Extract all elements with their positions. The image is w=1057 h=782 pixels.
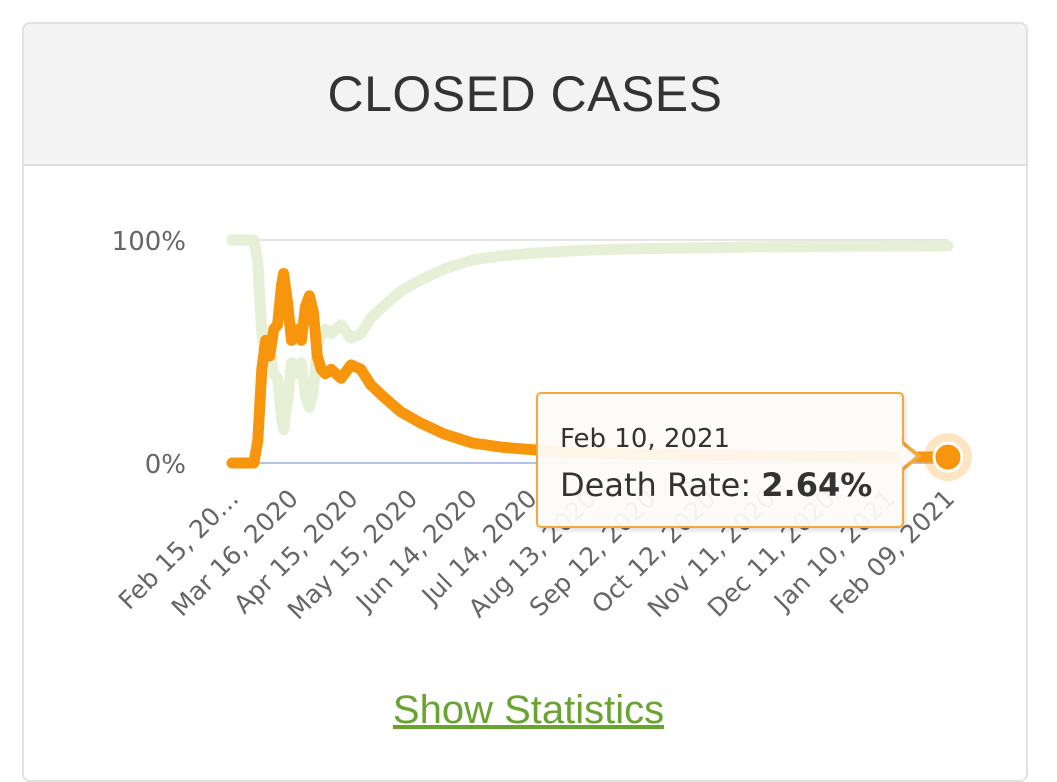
card-header: CLOSED CASES — [24, 24, 1026, 166]
tooltip-series-label: Death Rate — [560, 466, 741, 504]
tooltip-line: Death Rate: 2.64% — [560, 466, 873, 504]
tooltip-value: 2.64% — [761, 466, 873, 504]
recovery-rate-line — [226, 234, 954, 436]
tooltip-date: Feb 10, 2021 — [560, 424, 731, 454]
tooltip-arrow-inner — [900, 443, 916, 469]
chart-tooltip: Feb 10, 2021 Death Rate: 2.64% — [536, 392, 904, 528]
y-tick-label: 100% — [112, 227, 186, 257]
card-title: CLOSED CASES — [327, 66, 723, 122]
y-tick-label: 0% — [145, 450, 186, 480]
highlight-point — [932, 441, 964, 473]
show-statistics-link[interactable]: Show Statistics — [392, 688, 665, 732]
